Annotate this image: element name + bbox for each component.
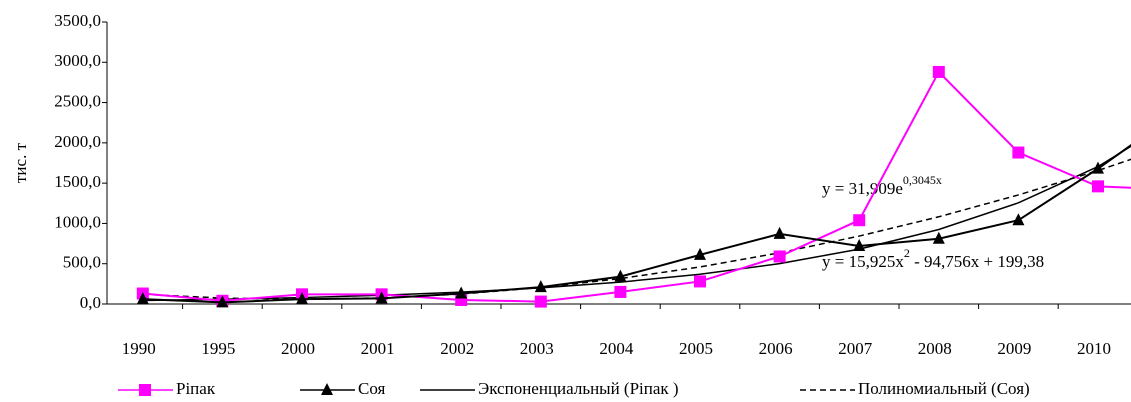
point <box>773 250 786 263</box>
y-tick-label: 2500,0 <box>54 91 101 110</box>
point <box>216 295 229 308</box>
point <box>614 285 627 298</box>
point <box>1012 146 1025 159</box>
x-tick-label: 1990 <box>122 339 156 358</box>
x-tick-label: 2009 <box>997 339 1031 358</box>
x-tick-label: 2004 <box>599 339 634 358</box>
legend-label: Полиномиальный (Соя) <box>858 379 1030 398</box>
legend-marker <box>321 383 333 395</box>
legend-item: Ріпак <box>118 379 216 398</box>
point <box>853 238 866 251</box>
series-line <box>142 158 1131 301</box>
point <box>296 292 308 305</box>
legend-label: Экспоненциальный (Ріпак ) <box>478 379 679 398</box>
point <box>932 231 945 244</box>
legend-label: Соя <box>358 379 386 398</box>
x-tick-label: 2006 <box>759 339 793 358</box>
x-tick-label: 2000 <box>281 339 315 358</box>
point <box>932 65 945 78</box>
annotation-exponent: 0,3045x <box>903 173 942 187</box>
y-tick-label: 3500,0 <box>54 11 101 30</box>
series-line <box>142 145 1131 302</box>
point <box>136 292 149 305</box>
annotation: y = 31,909e0,3045x <box>822 173 942 198</box>
point <box>534 280 547 293</box>
point <box>1092 180 1104 193</box>
point <box>614 269 627 282</box>
x-tick-label: 2008 <box>918 339 952 358</box>
point <box>694 275 706 288</box>
x-tick-label: 2007 <box>838 339 873 358</box>
point <box>534 295 547 308</box>
y-tick-label: 2000,0 <box>54 132 101 151</box>
legend-marker <box>139 384 151 396</box>
annotation-text: y = 15,925x <box>822 252 904 271</box>
point <box>853 214 866 227</box>
y-tick-label: 3000,0 <box>54 51 101 70</box>
point <box>1012 213 1025 226</box>
point <box>694 247 706 260</box>
series-line <box>142 144 1131 304</box>
annotation: y = 15,925x2 - 94,756x + 199,38 <box>822 246 1044 271</box>
x-tick-label: 2003 <box>520 339 554 358</box>
point <box>773 226 786 239</box>
annotation-exponent: 2 <box>904 246 910 260</box>
legend-label: Ріпак <box>176 379 216 398</box>
series-line <box>142 70 1131 303</box>
point <box>375 291 388 304</box>
x-tick-label: 1995 <box>201 339 235 358</box>
x-tick-label: 2001 <box>361 339 395 358</box>
annotation-text: y = 31,909e <box>822 179 903 198</box>
y-tick-label: 500,0 <box>63 253 101 272</box>
y-tick-label: 0,0 <box>80 293 101 312</box>
x-tick-label: 2005 <box>679 339 713 358</box>
point <box>1092 161 1104 174</box>
y-tick-label: 1500,0 <box>54 172 101 191</box>
y-axis-label: тис. т <box>11 142 30 183</box>
x-tick-label: 2010 <box>1077 339 1111 358</box>
legend-item: Полиномиальный (Соя) <box>800 379 1030 398</box>
y-tick-label: 1000,0 <box>54 212 101 231</box>
legend-item: Экспоненциальный (Ріпак ) <box>420 379 679 398</box>
legend-item: Соя <box>300 379 386 398</box>
x-tick-label: 2002 <box>440 339 474 358</box>
point <box>455 286 468 299</box>
annotation-text: - 94,756x + 199,38 <box>910 252 1044 271</box>
